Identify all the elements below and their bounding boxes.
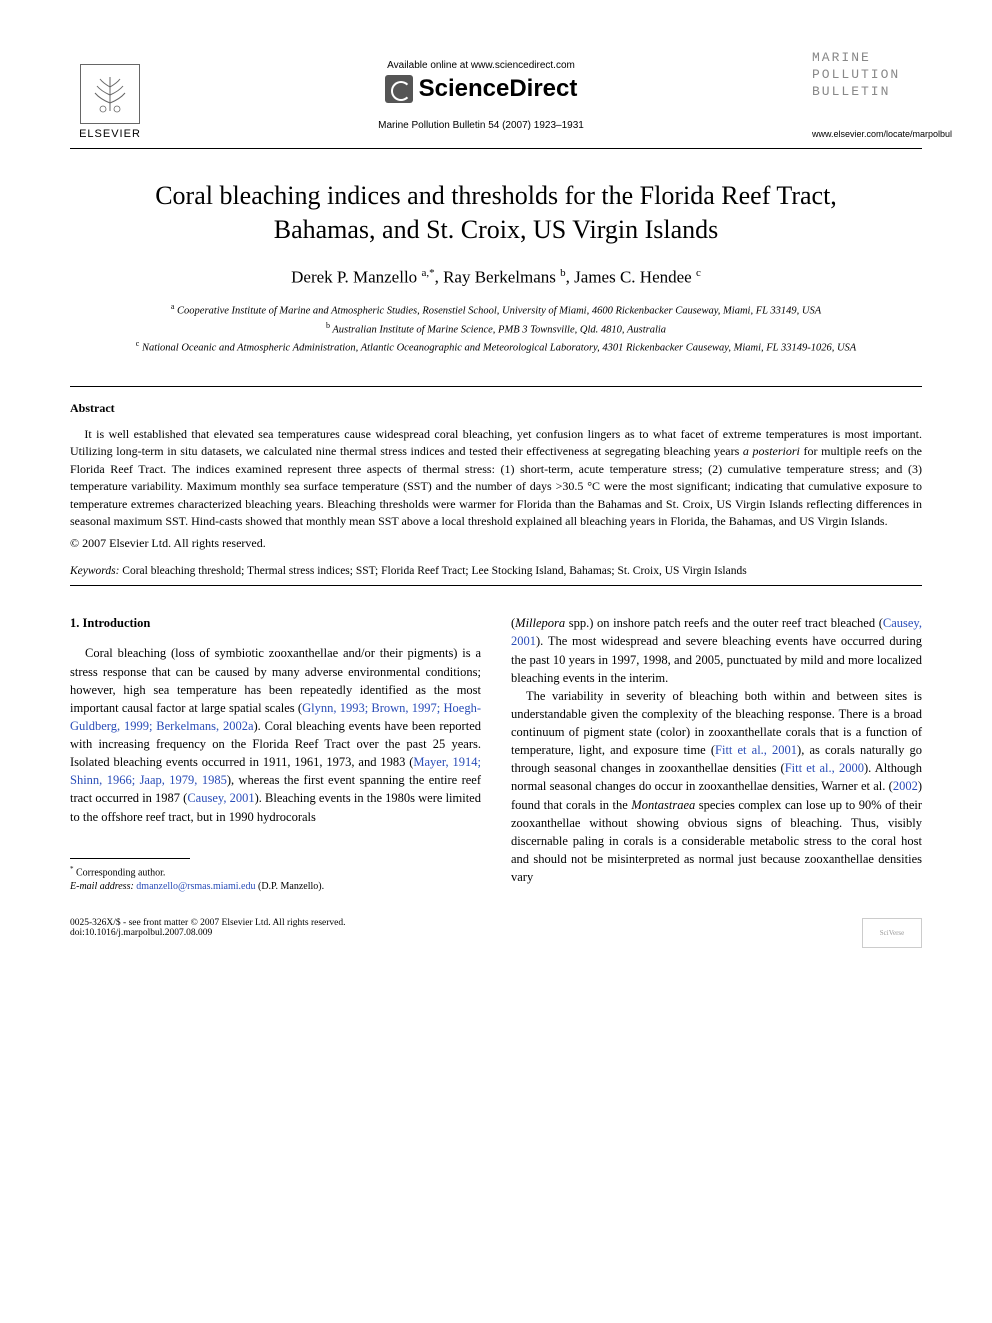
footnote-text: Corresponding author.	[76, 867, 165, 878]
affiliation-text: Cooperative Institute of Marine and Atmo…	[177, 306, 821, 317]
center-header: Available online at www.sciencedirect.co…	[150, 50, 812, 131]
section-1-heading: 1. Introduction	[70, 614, 481, 632]
affiliation-text: Australian Institute of Marine Science, …	[332, 324, 666, 335]
elsevier-label: ELSEVIER	[79, 128, 141, 140]
affiliations: a Cooperative Institute of Marine and At…	[70, 301, 922, 356]
intro-paragraph-1: Coral bleaching (loss of symbiotic zooxa…	[70, 644, 481, 825]
sciencedirect-icon	[385, 75, 413, 103]
abstract-heading: Abstract	[70, 401, 922, 416]
email-footnote: E-mail address: dmanzello@rsmas.miami.ed…	[70, 880, 481, 894]
page-header: ELSEVIER Available online at www.science…	[70, 50, 922, 140]
available-online-text: Available online at www.sciencedirect.co…	[150, 60, 812, 71]
intro-paragraph-2: The variability in severity of bleaching…	[511, 687, 922, 886]
header-rule	[70, 148, 922, 149]
email-label: E-mail address:	[70, 881, 134, 892]
email-address[interactable]: dmanzello@rsmas.miami.edu	[136, 881, 255, 892]
journal-logo-line: MARINE	[812, 50, 922, 67]
issn-line: 0025-326X/$ - see front matter © 2007 El…	[70, 918, 346, 928]
journal-reference: Marine Pollution Bulletin 54 (2007) 1923…	[150, 120, 812, 131]
abstract-top-rule	[70, 386, 922, 387]
article-title: Coral bleaching indices and thresholds f…	[110, 179, 882, 247]
email-attribution: (D.P. Manzello).	[258, 881, 324, 892]
sciverse-logo-icon: SciVerse	[862, 918, 922, 948]
left-column: 1. Introduction Coral bleaching (loss of…	[70, 614, 481, 894]
intro-paragraph-1-cont: (Millepora spp.) on inshore patch reefs …	[511, 614, 922, 687]
body-columns: 1. Introduction Coral bleaching (loss of…	[70, 614, 922, 894]
elsevier-logo: ELSEVIER	[70, 50, 150, 140]
journal-logo-line: POLLUTION	[812, 67, 922, 84]
authors-line: Derek P. Manzello a,*, Ray Berkelmans b,…	[70, 267, 922, 288]
affiliation-a: a Cooperative Institute of Marine and At…	[70, 301, 922, 319]
affiliation-b: b Australian Institute of Marine Science…	[70, 320, 922, 338]
footer-left: 0025-326X/$ - see front matter © 2007 El…	[70, 918, 346, 948]
footnotes: * Corresponding author. E-mail address: …	[70, 865, 481, 894]
doi-line: doi:10.1016/j.marpolbul.2007.08.009	[70, 928, 346, 938]
abstract-body: It is well established that elevated sea…	[70, 426, 922, 530]
corresponding-author-note: * Corresponding author.	[70, 865, 481, 880]
keywords-line: Keywords: Coral bleaching threshold; The…	[70, 565, 922, 577]
affiliation-c: c National Oceanic and Atmospheric Admin…	[70, 338, 922, 356]
sciencedirect-brand: ScienceDirect	[385, 75, 578, 103]
journal-logo: MARINE POLLUTION BULLETIN www.elsevier.c…	[812, 50, 922, 139]
keywords-text: Coral bleaching threshold; Thermal stres…	[122, 565, 746, 577]
journal-url: www.elsevier.com/locate/marpolbul	[812, 129, 922, 139]
footnote-rule	[70, 858, 190, 859]
journal-logo-title: MARINE POLLUTION BULLETIN	[812, 50, 922, 101]
elsevier-tree-icon	[80, 64, 140, 124]
abstract-bottom-rule	[70, 585, 922, 586]
journal-logo-line: BULLETIN	[812, 84, 922, 101]
right-column: (Millepora spp.) on inshore patch reefs …	[511, 614, 922, 894]
keywords-label: Keywords:	[70, 565, 119, 577]
sciencedirect-text: ScienceDirect	[419, 75, 578, 103]
abstract-copyright: © 2007 Elsevier Ltd. All rights reserved…	[70, 536, 922, 551]
affiliation-text: National Oceanic and Atmospheric Adminis…	[142, 342, 856, 353]
page-footer-meta: 0025-326X/$ - see front matter © 2007 El…	[70, 918, 922, 948]
